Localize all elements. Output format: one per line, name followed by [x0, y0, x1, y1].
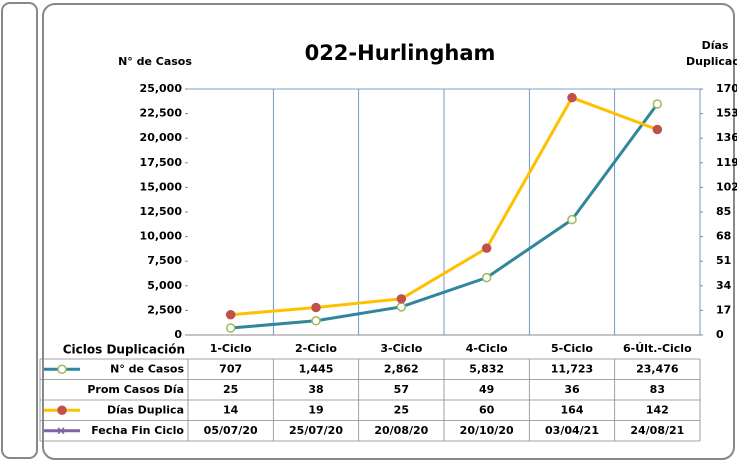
y2-tick-label: 170 [716, 82, 737, 95]
y-tick-label: 7,500 [147, 254, 182, 267]
legend-marker [57, 405, 67, 415]
table-value: 25 [223, 383, 238, 396]
table-value: 164 [561, 403, 584, 416]
series-marker [567, 214, 577, 225]
legend-label: Fecha Fin Ciclo [91, 424, 184, 437]
y2-axis-label: Días [702, 39, 729, 52]
y-tick-label: 12,500 [140, 205, 183, 218]
series-marker [481, 272, 492, 283]
table-value: 24/08/21 [630, 424, 684, 437]
chart-title: 022-Hurlingham [305, 41, 496, 65]
table-value: 19 [308, 403, 323, 416]
y2-tick-label: 85 [716, 205, 731, 218]
table-value: 707 [219, 362, 242, 375]
y-tick-label: 10,000 [140, 230, 183, 243]
legend-marker [57, 364, 67, 374]
series-marker [396, 302, 407, 312]
series-marker [311, 316, 321, 326]
table-header: Ciclos Duplicación [63, 343, 185, 357]
x-tick-label: 2-Ciclo [295, 342, 337, 355]
y-tick-label: 20,000 [140, 131, 183, 144]
x-tick-label: 1-Ciclo [210, 342, 252, 355]
series-marker [396, 294, 407, 304]
series-marker [225, 309, 236, 320]
legend-marker [57, 427, 65, 435]
series-marker [311, 302, 321, 313]
y-tick-label: 5,000 [147, 279, 182, 292]
y2-tick-label: 119 [716, 156, 737, 169]
table-value: 05/07/20 [204, 424, 258, 437]
table-value: 2,862 [384, 362, 419, 375]
table-value: 49 [479, 383, 494, 396]
table-value: 36 [564, 383, 580, 396]
y-tick-label: 22,500 [140, 107, 183, 120]
table-value: 1,445 [299, 362, 334, 375]
y2-tick-label: 51 [716, 254, 731, 267]
y2-tick-label: 17 [716, 303, 731, 316]
table-value: 25/07/20 [289, 424, 343, 437]
series-marker [652, 124, 663, 135]
table-value: 20/10/20 [460, 424, 514, 437]
legend-label: Días Duplica [107, 403, 184, 416]
y2-axis-label: Duplicación [686, 55, 737, 68]
y-tick-label: 25,000 [140, 82, 183, 95]
series-marker [652, 99, 663, 109]
table-value: 142 [646, 403, 669, 416]
y-tick-label: 15,000 [140, 180, 183, 193]
table-value: 83 [650, 383, 665, 396]
table-value: 57 [394, 383, 409, 396]
series-line [230, 103, 659, 330]
y2-tick-label: 136 [716, 131, 737, 144]
table-value: 14 [223, 403, 239, 416]
table-value: 38 [308, 383, 323, 396]
y-tick-label: 17,500 [140, 156, 183, 169]
y-tick-label: 0 [174, 328, 182, 341]
x-tick-label: 5-Ciclo [551, 342, 593, 355]
y-axis-label: N° de Casos [118, 55, 192, 68]
x-tick-label: 4-Ciclo [466, 342, 508, 355]
y2-tick-label: 34 [716, 279, 732, 292]
series-marker [225, 323, 236, 333]
x-tick-label: 6-Últ.-Ciclo [623, 342, 692, 355]
table-value: 25 [394, 403, 409, 416]
x-tick-label: 3-Ciclo [380, 342, 422, 355]
table-value: 03/04/21 [545, 424, 599, 437]
table-value: 5,832 [469, 362, 504, 375]
table-value: 60 [479, 403, 495, 416]
y-tick-label: 2,500 [147, 303, 182, 316]
y2-tick-label: 68 [716, 230, 731, 243]
legend-label: N° de Casos [110, 362, 184, 375]
y2-tick-label: 0 [716, 328, 724, 341]
legend-label: Prom Casos Día [87, 383, 184, 396]
table-value: 11,723 [551, 362, 593, 375]
series-marker [481, 243, 492, 253]
series-marker [567, 92, 577, 103]
table-value: 20/08/20 [374, 424, 428, 437]
series-line [230, 96, 658, 317]
y2-tick-label: 102 [716, 180, 737, 193]
y2-tick-label: 153 [716, 107, 737, 120]
table-value: 23,476 [636, 362, 679, 375]
side-panel [1, 2, 38, 459]
